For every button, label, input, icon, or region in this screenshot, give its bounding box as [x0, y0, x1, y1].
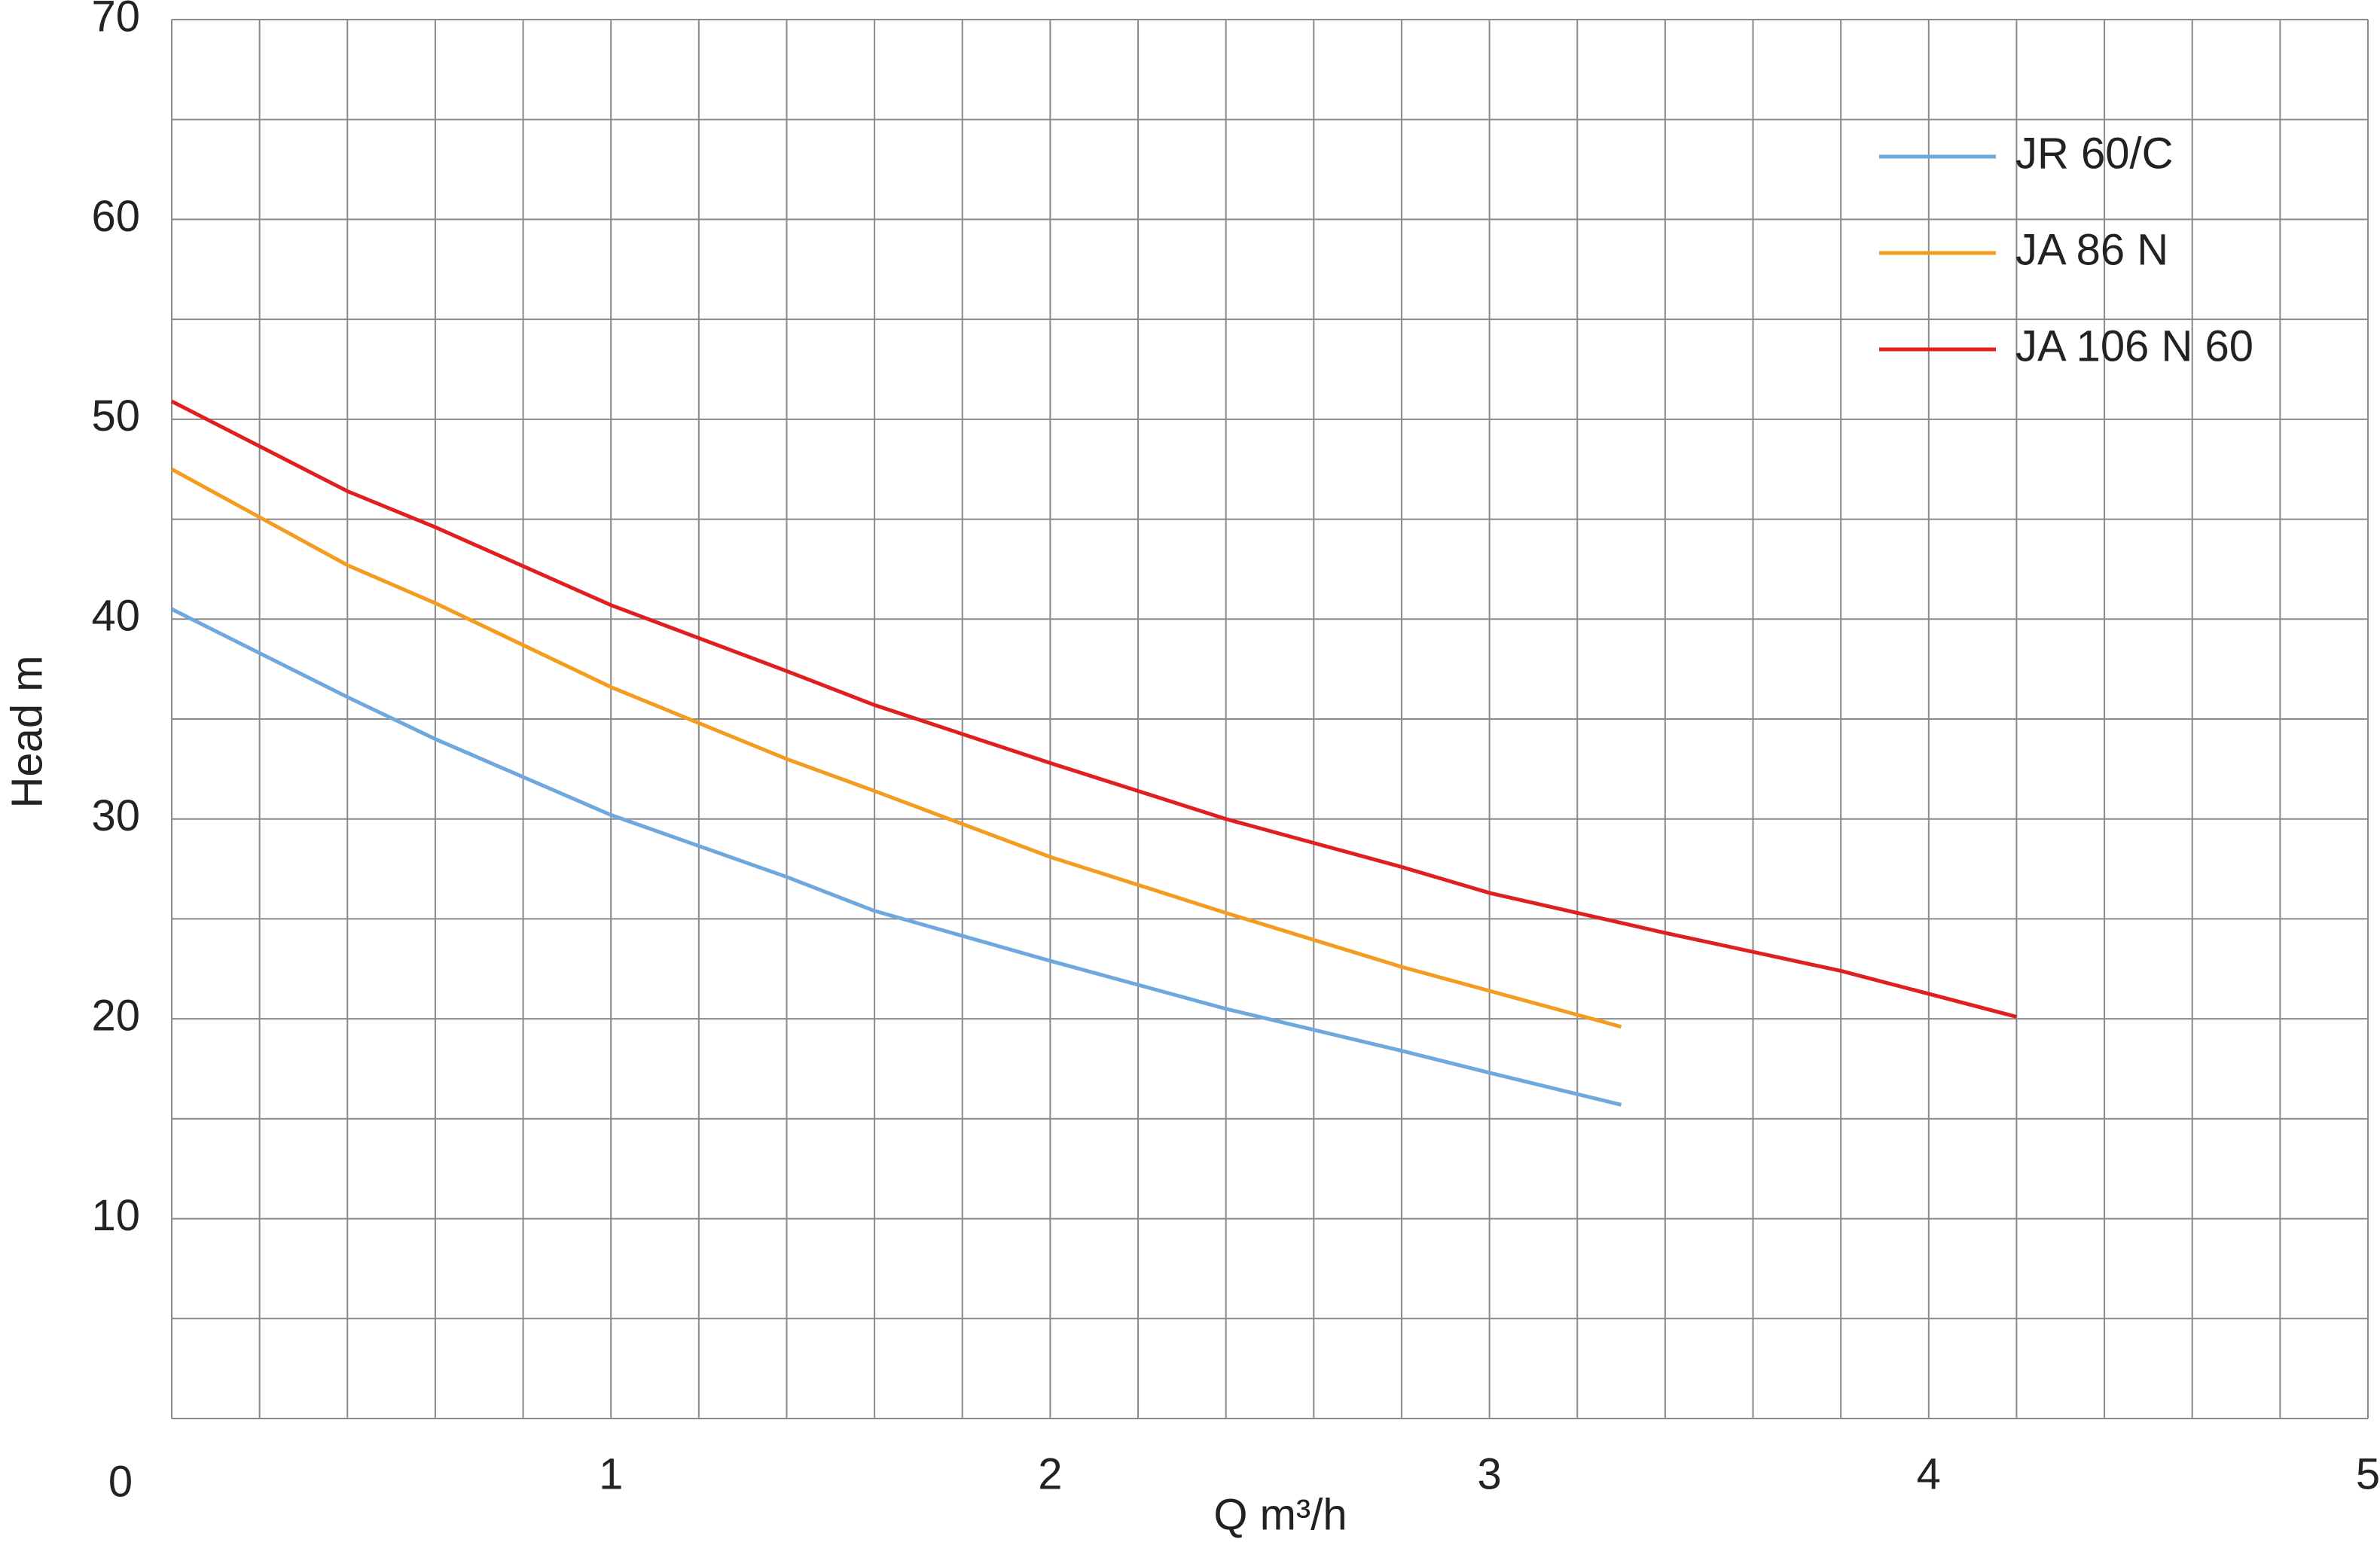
y-tick-label: 40 — [91, 592, 140, 641]
line-series — [170, 607, 1622, 1107]
x-axis-label: Q m³/h — [1213, 1490, 1347, 1539]
x-tick-label: 1 — [599, 1449, 623, 1498]
line-series — [170, 468, 1622, 1029]
x-tick-label: 0 — [108, 1457, 133, 1506]
legend-label: JR 60/C — [2015, 129, 2174, 178]
y-tick-label: 60 — [91, 192, 140, 241]
line-series — [170, 399, 2018, 1019]
y-axis-label: Head m — [2, 655, 51, 808]
x-tick-label: 2 — [1038, 1449, 1062, 1498]
y-tick-label: 50 — [91, 392, 140, 440]
x-tick-label: 3 — [1477, 1449, 1501, 1498]
legend-label: JA 106 N 60 — [2015, 322, 2253, 370]
y-tick-label: 70 — [91, 0, 140, 41]
x-tick-label: 5 — [2356, 1449, 2380, 1498]
y-tick-label: 10 — [91, 1191, 140, 1240]
legend-label: JA 86 N — [2015, 225, 2168, 274]
y-tick-label: 20 — [91, 991, 140, 1040]
y-tick-label: 30 — [91, 791, 140, 840]
x-tick-label: 4 — [1917, 1449, 1941, 1498]
